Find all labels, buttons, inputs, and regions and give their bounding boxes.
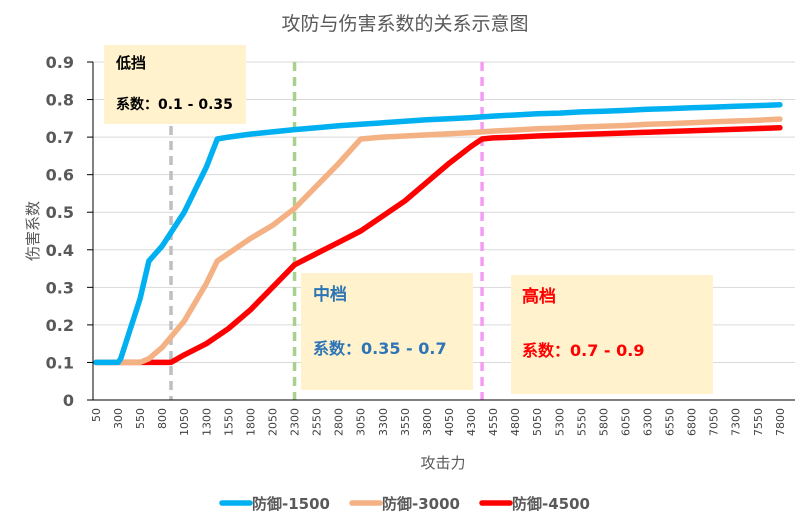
x-tick-label: 1550 <box>222 408 235 436</box>
x-tick-label: 6300 <box>642 408 655 436</box>
x-tick-label: 3550 <box>399 408 412 436</box>
x-tick-label: 7300 <box>730 408 743 436</box>
annotation-mid: 中档 系数：0.35 - 0.7 <box>301 273 473 390</box>
y-axis-ticks: 0 0.1 0.2 0.3 0.4 0.5 0.6 0.7 0.8 0.9 <box>46 53 93 410</box>
x-tick-label: 3800 <box>421 408 434 436</box>
legend-label: 防御-3000 <box>382 495 460 513</box>
y-tick-label: 0.7 <box>46 128 74 147</box>
series-lines <box>93 102 783 366</box>
annotation-mid-text: 系数：0.35 - 0.7 <box>313 339 447 358</box>
legend: 防御-1500 防御-3000 防御-4500 <box>219 495 590 513</box>
x-tick-label: 5800 <box>597 408 610 436</box>
y-axis-title: 伤害系数 <box>24 201 42 261</box>
x-tick-label: 2300 <box>289 408 302 436</box>
x-tick-label: 6050 <box>619 408 632 436</box>
x-tick-label: 3300 <box>377 408 390 436</box>
legend-label: 防御-4500 <box>512 495 590 513</box>
x-tick-label: 7550 <box>752 408 765 436</box>
series-line-防御-1500 <box>93 102 783 366</box>
chart-title: 攻防与伤害系数的关系示意图 <box>281 13 528 35</box>
x-tick-label: 300 <box>112 408 125 429</box>
x-tick-label: 800 <box>156 408 169 429</box>
x-axis-title: 攻击力 <box>420 454 465 472</box>
series-line-防御-4500 <box>93 124 783 366</box>
annotation-low-text: 系数：0.1 - 0.35 <box>116 96 233 113</box>
y-tick-label: 0.2 <box>46 316 74 335</box>
y-tick-label: 0 <box>63 391 74 410</box>
y-tick-label: 0.9 <box>46 53 74 72</box>
x-tick-label: 3050 <box>355 408 368 436</box>
legend-item: 防御-3000 <box>349 495 460 513</box>
y-tick-label: 0.5 <box>46 203 74 222</box>
annotation-high-title: 高档 <box>522 286 556 307</box>
y-tick-label: 0.4 <box>46 241 74 260</box>
x-tick-label: 4300 <box>465 408 478 436</box>
legend-label: 防御-1500 <box>252 495 330 513</box>
x-tick-label: 4050 <box>443 408 456 436</box>
x-tick-label: 1050 <box>178 408 191 436</box>
x-tick-label: 6800 <box>686 408 699 436</box>
x-tick-label: 4550 <box>487 408 500 436</box>
annotation-mid-title: 中档 <box>313 284 347 305</box>
y-tick-label: 0.3 <box>46 278 74 297</box>
annotation-low-title: 低挡 <box>115 54 146 72</box>
annotation-high-box <box>511 275 713 394</box>
x-tick-label: 5050 <box>531 408 544 436</box>
annotation-high: 高档 系数：0.7 - 0.9 <box>511 275 713 394</box>
x-tick-label: 2550 <box>311 408 324 436</box>
y-tick-label: 0.8 <box>46 91 74 110</box>
x-tick-label: 1800 <box>244 408 257 436</box>
annotation-low-box <box>104 45 246 124</box>
series-line-防御-3000 <box>93 116 783 366</box>
x-tick-label: 2050 <box>266 408 279 436</box>
x-tick-label: 4800 <box>509 408 522 436</box>
x-tick-label: 6550 <box>664 408 677 436</box>
y-tick-label: 0.1 <box>46 353 74 372</box>
reference-lines <box>169 62 484 400</box>
annotation-high-text: 系数：0.7 - 0.9 <box>522 341 644 360</box>
legend-item: 防御-4500 <box>479 495 590 513</box>
x-tick-label: 5300 <box>553 408 566 436</box>
x-tick-label: 7800 <box>774 408 787 436</box>
legend-item: 防御-1500 <box>219 495 330 513</box>
gridlines <box>93 61 795 363</box>
annotation-low: 低挡 系数：0.1 - 0.35 <box>104 45 246 124</box>
x-tick-label: 1300 <box>200 408 213 436</box>
x-axis-ticks: 50 300 550 800 1050 1300 1550 1800 2050 2300 2550 2… <box>90 408 787 436</box>
x-tick-label: 50 <box>90 408 103 422</box>
x-tick-label: 2800 <box>333 408 346 436</box>
x-tick-label: 7050 <box>708 408 721 436</box>
x-tick-label: 550 <box>134 408 147 429</box>
annotation-mid-box <box>301 273 473 390</box>
x-tick-label: 5550 <box>575 408 588 436</box>
y-tick-label: 0.6 <box>46 166 74 185</box>
